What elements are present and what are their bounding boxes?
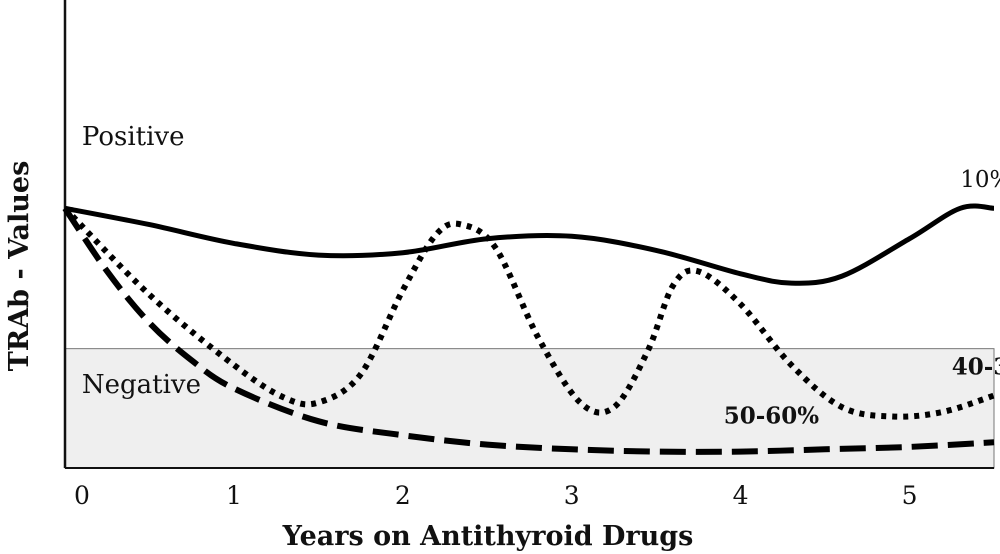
x-tick-label: 4 [733, 481, 749, 510]
x-tick-labels: 0 1 2 3 4 5 [74, 481, 918, 510]
annotation-label: 40-30% [952, 353, 1000, 380]
region-labels: Positive Negative [82, 122, 201, 400]
x-tick-label: 2 [395, 481, 411, 510]
annotation-label: 50-60% [724, 403, 820, 430]
y-axis-title: TRAb - Values [4, 161, 35, 372]
series-dashed-line [62, 206, 995, 455]
x-tick-label: 5 [902, 481, 918, 510]
x-tick-label: 0 [74, 481, 90, 510]
series-annotations: 10% 40-30% 50-60% [724, 167, 1000, 429]
x-tick-label: 3 [564, 481, 580, 510]
region-label-positive: Positive [82, 122, 185, 152]
region-label-negative: Negative [82, 370, 201, 400]
series-solid-line [64, 203, 995, 286]
x-tick-label: 1 [226, 481, 242, 510]
x-axis-title: Years on Antithyroid Drugs [282, 521, 694, 552]
annotation-label: 10% [960, 167, 1000, 193]
